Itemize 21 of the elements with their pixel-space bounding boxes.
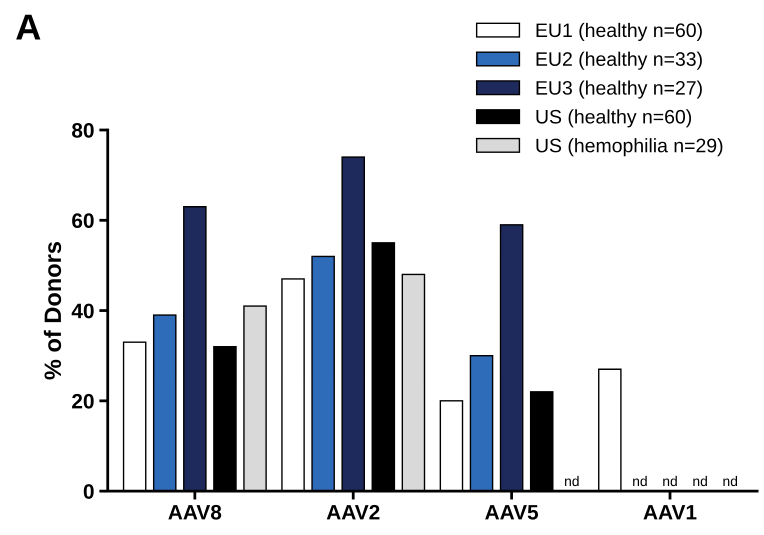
legend-label: US (hemophilia n=29)	[536, 138, 722, 156]
legend-label: EU3 (healthy n=27)	[536, 80, 702, 99]
text: nd	[723, 476, 738, 486]
text: nd	[633, 476, 647, 486]
x-tick-label: AAV2	[326, 504, 380, 520]
text: nd	[663, 476, 677, 486]
y-axis-title: % of Donors	[44, 242, 62, 380]
text: A	[16, 14, 40, 40]
x-tick-label: AAV5	[485, 505, 538, 520]
text: nd	[693, 476, 707, 486]
y-tick-label: 20	[72, 394, 94, 409]
legend-label: EU2 (healthy n=33)	[536, 52, 702, 70]
x-tick-label: AAV1	[644, 505, 696, 520]
legend-label: US (healthy n=60)	[536, 109, 692, 128]
text: nd	[565, 476, 579, 486]
y-tick-label: 0	[84, 484, 94, 499]
y-tick-label: 40	[72, 304, 94, 318]
y-tick-label: 60	[72, 213, 94, 228]
legend-label: EU1 (healthy n=60)	[536, 22, 702, 41]
y-tick-label: 80	[72, 123, 94, 138]
x-tick-label: AAV8	[168, 504, 222, 520]
